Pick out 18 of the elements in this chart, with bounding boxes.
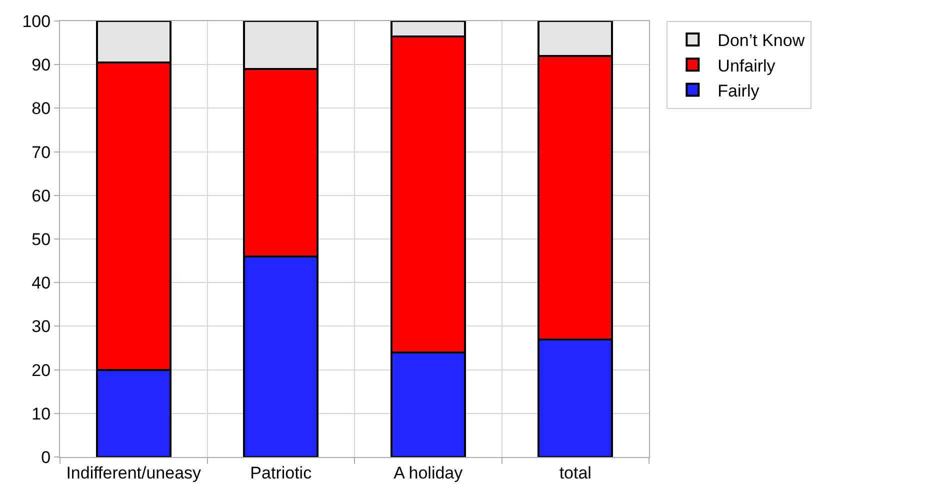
x-tick-label: Indifferent/uneasy (66, 463, 202, 482)
y-tick-label: 100 (22, 12, 51, 31)
y-tick-label: 30 (32, 317, 51, 336)
legend-label: Unfairly (718, 56, 776, 76)
y-tick-label: 20 (32, 360, 51, 380)
y-tick-label: 0 (41, 448, 51, 467)
y-tick-label: 60 (32, 186, 51, 206)
y-tick-label: 40 (32, 274, 51, 293)
y-tick-label: 80 (32, 99, 51, 118)
y-tick-label: 10 (32, 404, 51, 424)
y-tick-label: 90 (32, 56, 51, 75)
x-tick-label: Patriotic (250, 463, 312, 482)
x-tick-label: A holiday (394, 463, 464, 482)
legend-label: Fairly (718, 81, 760, 100)
x-tick-label: total (559, 463, 592, 482)
legend-label: Don’t Know (718, 31, 806, 50)
y-tick-label: 70 (32, 142, 51, 162)
y-tick-label: 50 (32, 230, 51, 249)
